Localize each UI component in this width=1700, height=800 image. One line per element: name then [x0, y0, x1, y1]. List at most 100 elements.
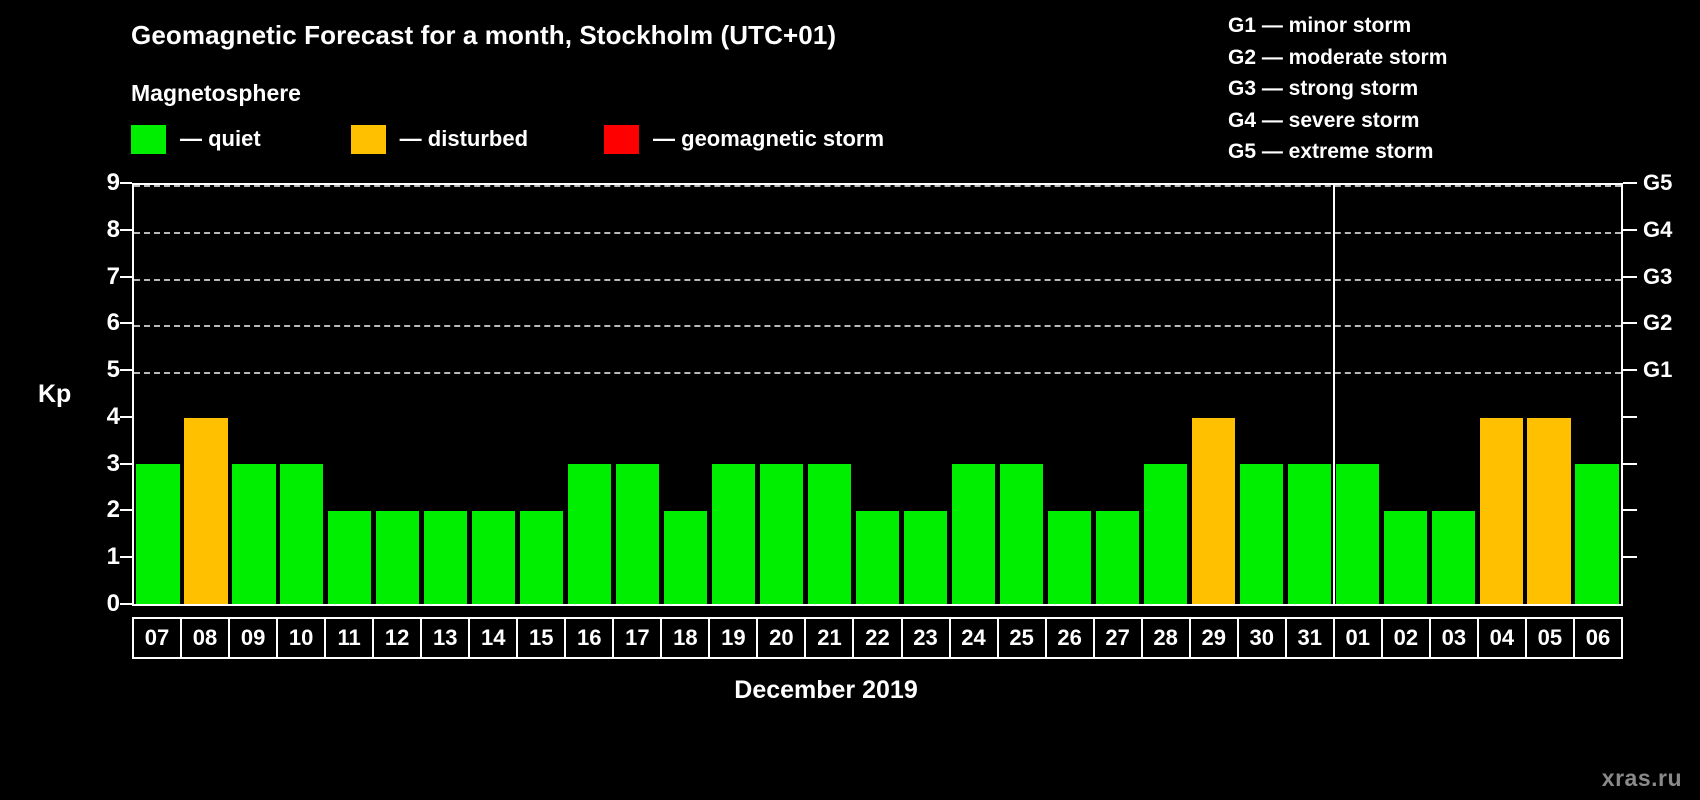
- date-label-09[interactable]: 09: [228, 617, 279, 659]
- date-label-18[interactable]: 18: [660, 617, 711, 659]
- date-label-19[interactable]: 19: [708, 617, 759, 659]
- legend-label-disturbed: — disturbed: [399, 126, 529, 151]
- bar-12[interactable]: [376, 510, 420, 604]
- g-axis-tick-G1: [1623, 369, 1637, 372]
- gridline-kp-8: [134, 231, 1621, 234]
- date-label-16[interactable]: 16: [564, 617, 615, 659]
- y-tick-mark-8: [120, 228, 132, 231]
- legend: — quiet — disturbed — geomagnetic storm: [131, 124, 884, 154]
- y-tick-mark-4: [120, 415, 132, 418]
- date-label-23[interactable]: 23: [900, 617, 951, 659]
- bar-05[interactable]: [1527, 417, 1571, 604]
- legend-label-quiet: — quiet: [180, 126, 261, 151]
- bar-04[interactable]: [1479, 417, 1523, 604]
- legend-swatch-quiet: [131, 124, 166, 154]
- bar-18[interactable]: [664, 510, 708, 604]
- legend-item-disturbed: — disturbed: [350, 124, 529, 154]
- gridline-kp-5: [134, 372, 1621, 375]
- date-label-27[interactable]: 27: [1092, 617, 1143, 659]
- date-label-25[interactable]: 25: [996, 617, 1047, 659]
- bar-27[interactable]: [1095, 510, 1139, 604]
- bar-26[interactable]: [1047, 510, 1091, 604]
- y-tick-label-2: 2: [106, 496, 120, 524]
- watermark: xras.ru: [1601, 765, 1682, 791]
- y-tick-label-0: 0: [106, 590, 120, 617]
- date-label-31[interactable]: 31: [1284, 617, 1335, 659]
- bar-10[interactable]: [280, 464, 324, 604]
- y-tick-label-5: 5: [106, 356, 120, 384]
- bar-19[interactable]: [712, 464, 756, 604]
- date-label-04[interactable]: 04: [1476, 617, 1527, 659]
- y-tick-label-9: 9: [106, 169, 120, 196]
- g-axis-tick-G2: [1623, 322, 1637, 325]
- date-label-29[interactable]: 29: [1188, 617, 1239, 659]
- bar-29[interactable]: [1191, 417, 1235, 604]
- g-scale-line-3: G3 — strong storm: [1228, 77, 1419, 100]
- bar-08[interactable]: [184, 417, 228, 604]
- date-label-30[interactable]: 30: [1236, 617, 1287, 659]
- bar-11[interactable]: [328, 510, 372, 604]
- x-axis-baseline: [132, 604, 1623, 606]
- bar-30[interactable]: [1239, 464, 1283, 604]
- date-label-21[interactable]: 21: [804, 617, 855, 659]
- date-label-13[interactable]: 13: [420, 617, 471, 659]
- y-tick-label-1: 1: [106, 543, 120, 571]
- bar-31[interactable]: [1287, 464, 1331, 604]
- date-label-05[interactable]: 05: [1524, 617, 1575, 659]
- right-minor-tick-3: [1623, 462, 1637, 465]
- legend-swatch-storm: [604, 124, 640, 154]
- bar-14[interactable]: [472, 510, 516, 604]
- bar-25[interactable]: [999, 464, 1044, 604]
- g-axis-tick-G5: [1623, 182, 1637, 184]
- bar-22[interactable]: [855, 510, 900, 604]
- bar-02[interactable]: [1383, 510, 1427, 604]
- bar-21[interactable]: [807, 464, 852, 604]
- date-label-06[interactable]: 06: [1572, 617, 1623, 659]
- bar-03[interactable]: [1431, 510, 1475, 604]
- x-axis-date-labels: 07 08 09 10 11 12 13 14 15 16 17 18 19 20 21 22 23 24 25 26…: [132, 617, 1623, 659]
- date-label-10[interactable]: 10: [276, 617, 327, 659]
- date-label-08[interactable]: 08: [180, 617, 231, 659]
- y-tick-mark-6: [120, 322, 132, 325]
- date-label-22[interactable]: 22: [852, 617, 903, 659]
- date-label-07[interactable]: 07: [132, 617, 183, 659]
- date-label-24[interactable]: 24: [948, 617, 999, 659]
- bar-13[interactable]: [424, 510, 468, 604]
- g-axis-label-G3: G3: [1643, 263, 1673, 289]
- g-axis-tick-G3: [1623, 275, 1637, 278]
- bar-20[interactable]: [759, 464, 804, 604]
- bar-23[interactable]: [903, 510, 948, 604]
- y-tick-mark-3: [120, 462, 132, 465]
- y-tick-mark-1: [120, 556, 132, 559]
- date-label-15[interactable]: 15: [516, 617, 567, 659]
- bar-series: [134, 185, 1621, 604]
- gridline-kp-6: [134, 325, 1621, 328]
- g-axis-label-G1: G1: [1643, 357, 1673, 383]
- bar-15[interactable]: [520, 510, 564, 604]
- bar-28[interactable]: [1143, 464, 1187, 604]
- x-axis-caption: December 2019: [0, 676, 1700, 705]
- date-label-11[interactable]: 11: [324, 617, 375, 659]
- bar-09[interactable]: [232, 464, 276, 604]
- date-label-26[interactable]: 26: [1044, 617, 1095, 659]
- right-minor-tick-4: [1623, 415, 1637, 418]
- bar-16[interactable]: [568, 464, 612, 604]
- date-label-01[interactable]: 01: [1332, 617, 1383, 659]
- date-label-02[interactable]: 02: [1380, 617, 1431, 659]
- bar-07[interactable]: [136, 464, 180, 604]
- g-axis-label-G4: G4: [1643, 216, 1673, 242]
- bar-17[interactable]: [616, 464, 660, 604]
- date-label-03[interactable]: 03: [1428, 617, 1479, 659]
- bar-24[interactable]: [951, 464, 996, 604]
- bar-01[interactable]: [1335, 464, 1379, 604]
- g-axis-tick-G4: [1623, 228, 1637, 231]
- date-label-17[interactable]: 17: [612, 617, 663, 659]
- y-tick-mark-2: [120, 509, 132, 512]
- date-label-20[interactable]: 20: [756, 617, 807, 659]
- date-label-14[interactable]: 14: [468, 617, 519, 659]
- date-label-12[interactable]: 12: [372, 617, 423, 659]
- bar-06[interactable]: [1575, 464, 1619, 604]
- g-scale-line-2: G2 — moderate storm: [1228, 45, 1448, 69]
- date-label-28[interactable]: 28: [1140, 617, 1191, 659]
